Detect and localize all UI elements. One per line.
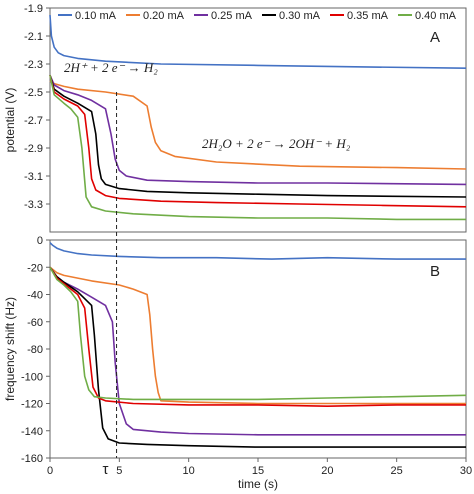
panel-b-y-tick-label: -80 (27, 344, 43, 356)
panel-b-y-tick-label: -140 (21, 426, 43, 438)
panel-b-series-0-35-ma (49, 266, 466, 408)
panel-a-series (49, 14, 467, 221)
x-axis-label: time (s) (238, 477, 278, 491)
x-tick-label: 5 (116, 465, 122, 477)
panel-b-series (49, 242, 467, 448)
panel-a-series-0-20-ma (49, 80, 467, 170)
x-tick-label: 0 (47, 465, 53, 477)
panel-b-label: B (430, 263, 440, 280)
panel-b-frame (49, 239, 467, 459)
panel-b-y-tick-label: -60 (27, 317, 43, 329)
x-tick-label: 20 (321, 465, 333, 477)
panel-b-series-0-25-ma (49, 266, 466, 436)
panel-b-series-0-10-ma (49, 242, 466, 260)
panel-b-x-ticks: 0 5 10 15 20 25 30 (47, 458, 472, 477)
x-tick-label: 25 (391, 465, 403, 477)
annotation-h-plus-reaction: 2H⁺ + 2 e⁻ → H₂ (64, 60, 158, 75)
panel-a-series-0-40-ma (49, 75, 466, 221)
panel-a-frame (49, 7, 467, 233)
panel-b-series-0-20-ma (49, 266, 466, 405)
x-tick-label: 10 (183, 465, 195, 477)
panel-b-y-tick-label: -40 (27, 290, 43, 302)
panel-a-y-tick-label: -3.3 (24, 199, 43, 211)
panel-a-y-tick-label: -1.9 (24, 3, 43, 15)
panel-a-y-tick-label: -2.1 (24, 31, 43, 43)
panel-a-y-tick-label: -2.3 (24, 59, 43, 71)
legend-label-0-40-ma: 0.40 mA (415, 10, 457, 22)
panel-a: -1.9 -2.1 -2.3 -2.5 -2.7 -2.9 -3.1 -3.3 potenti… (3, 3, 467, 233)
panel-a-series-0-10-ma (49, 14, 467, 69)
panel-b: 0 -20 -40 -60 -80 -100 -120 -140 -160 0 5 10 15 20 25… (3, 235, 472, 491)
legend-label-0-10-ma: 0.10 mA (75, 10, 117, 22)
legend-label-0-20-ma: 0.20 mA (143, 10, 185, 22)
panel-a-y-tick-label: -2.7 (24, 115, 43, 127)
panel-b-y-tick-label: -100 (21, 371, 43, 383)
panel-a-y-tick-label: -2.5 (24, 87, 43, 99)
panel-b-y-tick-label: -120 (21, 399, 43, 411)
panel-a-y-axis-label: potential (V) (3, 88, 17, 153)
panel-b-y-tick-label: -20 (27, 262, 43, 274)
panel-b-y-tick-label: -160 (21, 453, 43, 465)
panel-a-y-ticks: -1.9 -2.1 -2.3 -2.5 -2.7 -2.9 -3.1 -3.3 (24, 3, 50, 211)
panel-a-y-tick-label: -3.1 (24, 171, 43, 183)
panel-b-y-ticks: 0 -20 -40 -60 -80 -100 -120 -140 -160 (21, 235, 50, 465)
panel-b-series-0-30-ma (49, 266, 466, 448)
annotation-water-reaction: 2H₂O + 2 e⁻ → 2OH⁻ + H₂ (202, 136, 351, 151)
panel-a-series-0-25-ma (49, 74, 467, 186)
panel-b-y-tick-label: 0 (37, 235, 43, 247)
tau-annotation: τ (103, 461, 109, 478)
panel-a-label: A (430, 29, 440, 46)
panel-a-y-tick-label: -2.9 (24, 143, 43, 155)
panel-b-y-axis-label: frequency shift (Hz) (3, 297, 17, 401)
panel-a-series-0-35-ma (49, 75, 467, 208)
legend-label-0-30-ma: 0.30 mA (279, 10, 321, 22)
legend: 0.10 mA 0.20 mA 0.25 mA 0.30 mA 0.35 mA 0.40 … (58, 10, 457, 22)
x-tick-label: 15 (252, 465, 264, 477)
legend-label-0-35-ma: 0.35 mA (347, 10, 389, 22)
x-tick-label: 30 (460, 465, 472, 477)
panel-b-series-0-40-ma (49, 266, 467, 401)
legend-label-0-25-ma: 0.25 mA (211, 10, 253, 22)
panel-a-series-0-30-ma (49, 74, 467, 198)
